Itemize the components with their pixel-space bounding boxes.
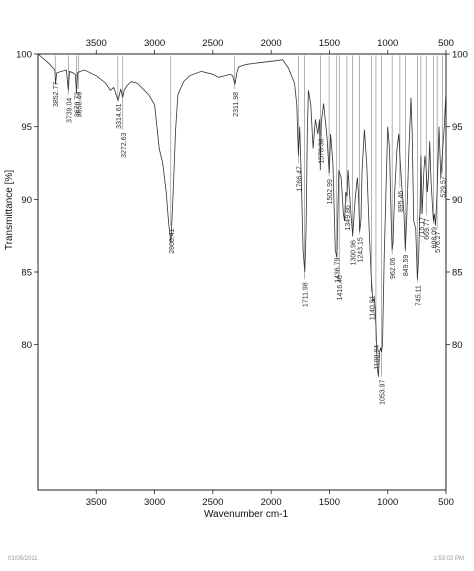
peak-label: 669.77: [424, 218, 431, 240]
y-tick-label-left: 90: [21, 195, 32, 206]
peak-label: 1349.86: [345, 205, 352, 230]
peak-label: 1140.91: [369, 295, 376, 320]
peak-label: 2311.98: [233, 92, 240, 117]
peak-label: 1711.98: [303, 282, 310, 307]
y-axis-title: Transmittance [%]: [4, 170, 15, 250]
y-tick-label-right: 95: [452, 122, 463, 133]
footer-date: 01/05/2011: [8, 556, 38, 562]
x-tick-label-top: 500: [438, 38, 454, 49]
x-tick-label-bottom: 3500: [86, 497, 107, 508]
peak-label: 608.09: [431, 227, 438, 249]
spectrum-series-line: [37, 53, 447, 377]
x-tick-label-bottom: 1500: [319, 497, 340, 508]
peak-label: 1766.47: [296, 166, 303, 191]
y-tick-label-left: 85: [21, 268, 32, 279]
peak-label: 3272.63: [121, 133, 128, 158]
peak-label: 3670.73: [74, 92, 81, 117]
x-tick-label-bottom: 500: [438, 497, 454, 508]
x-tick-label-top: 2000: [261, 38, 282, 49]
y-tick-label-right: 80: [452, 340, 463, 351]
peak-label: 3739.04: [66, 98, 73, 123]
peak-label: 1300.96: [351, 240, 358, 265]
y-tick-label-left: 100: [16, 50, 32, 61]
peak-label: 3650.46: [77, 92, 84, 117]
peak-label: 1436.79: [335, 258, 342, 283]
x-axis-title: Wavenumber cm-1: [204, 509, 289, 520]
x-tick-label-bottom: 2000: [261, 497, 282, 508]
x-tick-label-top: 3000: [144, 38, 165, 49]
x-tick-label-bottom: 1000: [377, 497, 398, 508]
x-tick-label-bottom: 2500: [202, 497, 223, 508]
peak-label: 849.59: [403, 255, 410, 277]
tick-labels: 3500 3500 3000 3000 2500 2500 2000 2000 1500 1500…: [16, 38, 468, 508]
plot-frame: [37, 53, 447, 491]
y-tick-label-right: 100: [452, 50, 468, 61]
peak-marker-lines: [54, 55, 443, 377]
peak-label: 1100.84: [374, 345, 381, 370]
peak-label: 745.11: [415, 285, 422, 306]
peak-label: 3852.77: [53, 82, 60, 107]
y-tick-label-left: 80: [21, 340, 32, 351]
x-tick-label-bottom: 3000: [144, 497, 165, 508]
peak-label: 1053.97: [379, 379, 386, 404]
x-tick-label-top: 1000: [377, 38, 398, 49]
peak-label: 1416.46: [337, 275, 344, 300]
y-tick-label-left: 95: [21, 122, 32, 133]
x-tick-label-top: 1500: [319, 38, 340, 49]
peak-label: 715.17: [419, 217, 426, 239]
x-tick-label-top: 3500: [86, 38, 107, 49]
y-tick-label-right: 90: [452, 195, 463, 206]
peak-label: 962.06: [390, 257, 397, 279]
y-tick-label-right: 85: [452, 268, 463, 279]
peak-label: 1243.15: [357, 237, 364, 262]
peak-label: 576.27: [435, 231, 442, 253]
peak-label: 529.57: [441, 176, 448, 198]
peak-label: 1502.99: [327, 179, 334, 204]
peak-label: 1578.36: [318, 138, 325, 163]
peak-label: 895.46: [398, 191, 405, 213]
footer-time: 1:53:02 PM: [433, 556, 464, 562]
peak-label: 2860.41: [169, 228, 176, 253]
tick-marks: [34, 50, 450, 494]
peak-label: 3314.61: [116, 103, 123, 128]
x-tick-label-top: 2500: [202, 38, 223, 49]
